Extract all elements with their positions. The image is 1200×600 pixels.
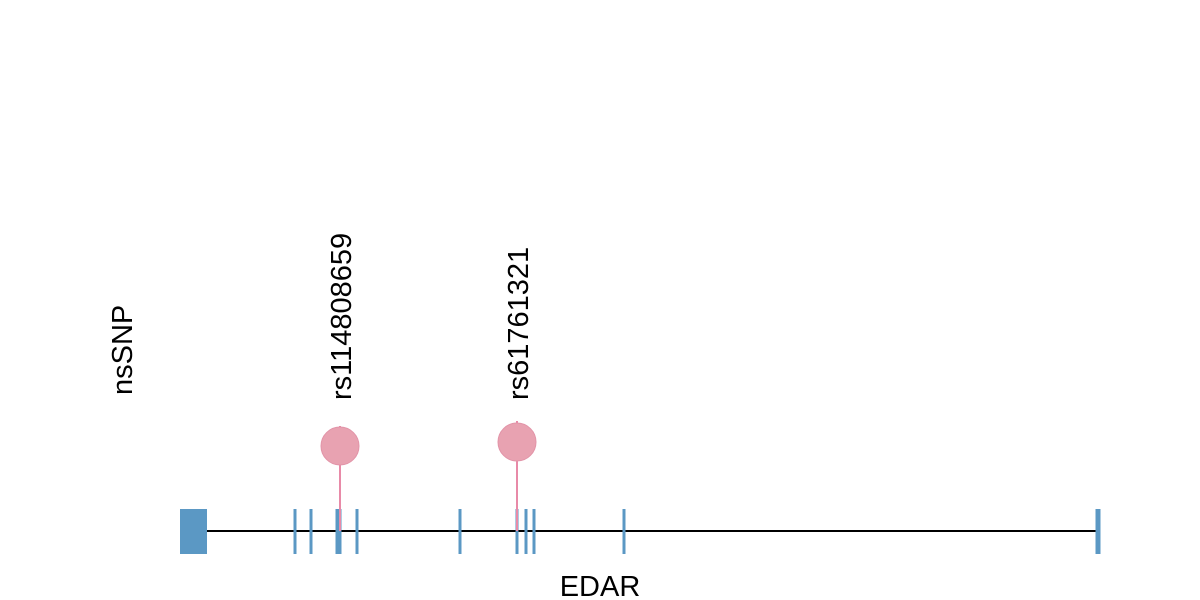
snp-label: rs61761321 — [503, 247, 535, 400]
snp-marker — [497, 422, 537, 462]
exon — [180, 509, 207, 554]
exons — [180, 509, 1101, 554]
exon — [1095, 509, 1101, 554]
exon — [524, 509, 528, 554]
exon — [338, 509, 342, 554]
exon — [532, 509, 536, 554]
snp-label: rs114808659 — [326, 233, 358, 400]
exon — [622, 509, 626, 554]
snps: rs114808659 rs61761321 — [320, 233, 537, 531]
gene-name: EDAR — [560, 571, 641, 600]
exon — [458, 509, 462, 554]
snp-marker — [320, 426, 360, 466]
exon — [293, 509, 297, 554]
exon — [355, 509, 359, 554]
exon — [335, 509, 339, 554]
track-label: nsSNP — [107, 305, 139, 395]
exon — [515, 509, 519, 554]
exon — [309, 509, 313, 554]
